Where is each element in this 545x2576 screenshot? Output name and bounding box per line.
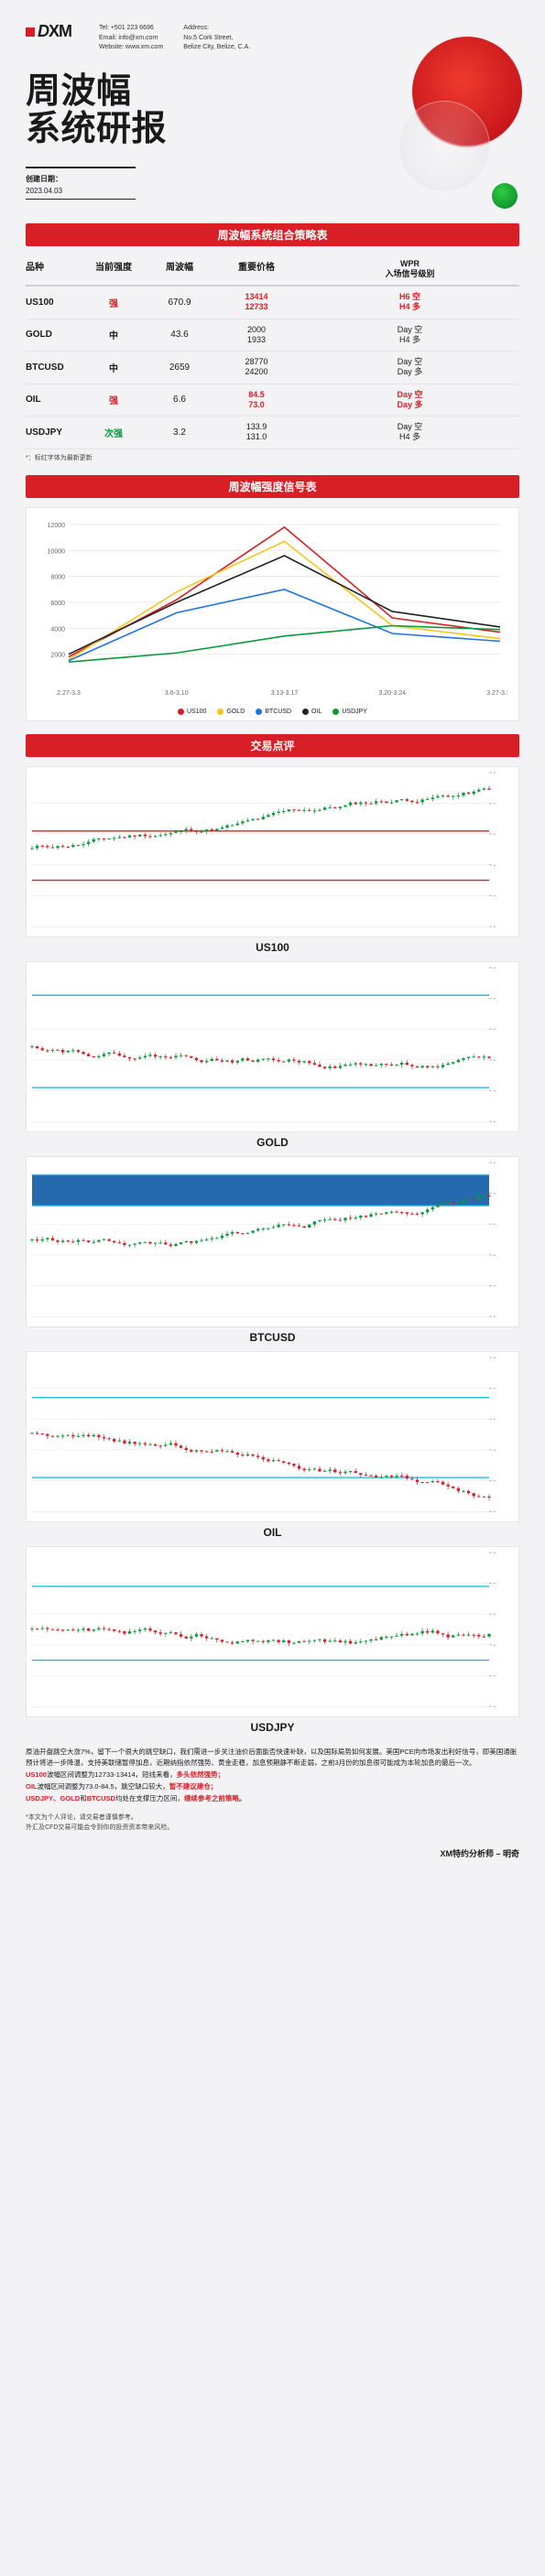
svg-text:•: • <box>494 1315 496 1320</box>
section-review: 交易点评 <box>26 734 519 757</box>
svg-text:•: • <box>494 893 496 899</box>
svg-text:•: • <box>494 1612 496 1618</box>
svg-text:•: • <box>494 771 496 776</box>
svg-text:•: • <box>494 966 496 971</box>
candle-chart-btcusd: • • • • • • <box>26 1156 519 1327</box>
svg-text:•: • <box>494 1386 496 1391</box>
table-row: OIL强6.684.573.0Day 空Day 多 <box>26 384 519 417</box>
chart-title: BTCUSD <box>0 1331 545 1344</box>
section-strategy: 周波幅系统组合策略表 <box>26 223 519 246</box>
logo: DXM <box>26 22 71 41</box>
svg-text:4000: 4000 <box>50 626 65 633</box>
svg-text:3.20-3.24: 3.20-3.24 <box>378 690 406 697</box>
svg-text:•: • <box>494 1417 496 1423</box>
svg-text:•: • <box>494 1222 496 1228</box>
chart-title: USDJPY <box>0 1721 545 1734</box>
svg-text:•: • <box>494 832 496 838</box>
table-row: GOLD中43.620001933Day 空H4 多 <box>26 319 519 352</box>
table-row: USDJPY次强3.2133.9131.0Day 空H4 多 <box>26 417 519 449</box>
signature: XM特约分析师 – 明奇 <box>26 1847 519 1859</box>
date-block: 创建日期： 2023.04.03 <box>26 167 136 200</box>
svg-text:3.27-3.31: 3.27-3.31 <box>486 690 507 697</box>
svg-text:•: • <box>494 1120 496 1125</box>
svg-text:•: • <box>494 996 496 1001</box>
chart-title: US100 <box>0 941 545 954</box>
report-title: 周波幅 系统研报 <box>26 73 519 148</box>
candle-chart-oil: • • • • • • <box>26 1351 519 1522</box>
disclaimer: *本文为个人评论，请交易者谨慎参考。 外汇及CFD交易可能会令到你的投资资本带来… <box>26 1813 519 1833</box>
candle-chart-usdjpy: • • • • • • <box>26 1546 519 1717</box>
svg-text:•: • <box>494 1161 496 1166</box>
svg-text:•: • <box>494 925 496 930</box>
svg-text:•: • <box>494 1252 496 1258</box>
section-signal: 周波幅强度信号表 <box>26 475 519 498</box>
svg-text:•: • <box>494 1478 496 1484</box>
table-row: US100强670.91341412733H6 空H4 多 <box>26 287 519 319</box>
svg-text:•: • <box>494 1283 496 1289</box>
svg-text:3.13-3.17: 3.13-3.17 <box>271 690 299 697</box>
chart-title: GOLD <box>0 1136 545 1149</box>
candle-chart-gold: • • • • • • <box>26 961 519 1132</box>
table-note: *：标红字体为最新更新 <box>26 453 519 462</box>
footer-analysis: 原油开盘跳空大涨7%，留下一个很大的跳空缺口，我们需进一步关注油价后面能否快速补… <box>26 1747 519 1805</box>
svg-text:•: • <box>494 1191 496 1196</box>
svg-text:10000: 10000 <box>48 548 66 555</box>
svg-text:•: • <box>494 1057 496 1063</box>
svg-text:12000: 12000 <box>48 523 66 529</box>
svg-text:6000: 6000 <box>50 601 65 607</box>
candle-chart-us100: • • • • • • <box>26 766 519 937</box>
svg-text:•: • <box>494 1581 496 1586</box>
svg-text:•: • <box>494 862 496 868</box>
svg-text:•: • <box>494 1551 496 1556</box>
svg-text:2000: 2000 <box>50 652 65 658</box>
svg-text:•: • <box>494 1642 496 1648</box>
svg-text:•: • <box>494 1088 496 1094</box>
svg-text:•: • <box>494 1510 496 1515</box>
svg-text:2.27-3.3: 2.27-3.3 <box>57 690 81 697</box>
svg-text:•: • <box>494 1705 496 1710</box>
chart-title: OIL <box>0 1526 545 1539</box>
svg-text:8000: 8000 <box>50 574 65 580</box>
table-row: BTCUSD中26592877024200Day 空Day 多 <box>26 352 519 384</box>
svg-text:•: • <box>494 1027 496 1033</box>
strategy-table: 品种 当前强度 周波幅 重要价格 WPR入场信号级别 US100强670.913… <box>26 255 519 449</box>
svg-text:•: • <box>494 1447 496 1453</box>
svg-text:•: • <box>494 1356 496 1361</box>
svg-text:3.6-3.10: 3.6-3.10 <box>165 690 189 697</box>
svg-text:•: • <box>494 1673 496 1679</box>
signal-line-chart: 2000 4000 6000 8000 10000 12000 2.27-3.3 3.6-3.… <box>26 507 519 721</box>
svg-text:•: • <box>494 801 496 806</box>
page-header: DXM Tel: +501 223 6696 Email: info@xm.co… <box>0 0 545 211</box>
contact-block: Tel: +501 223 6696 Email: info@xm.com We… <box>99 24 250 53</box>
